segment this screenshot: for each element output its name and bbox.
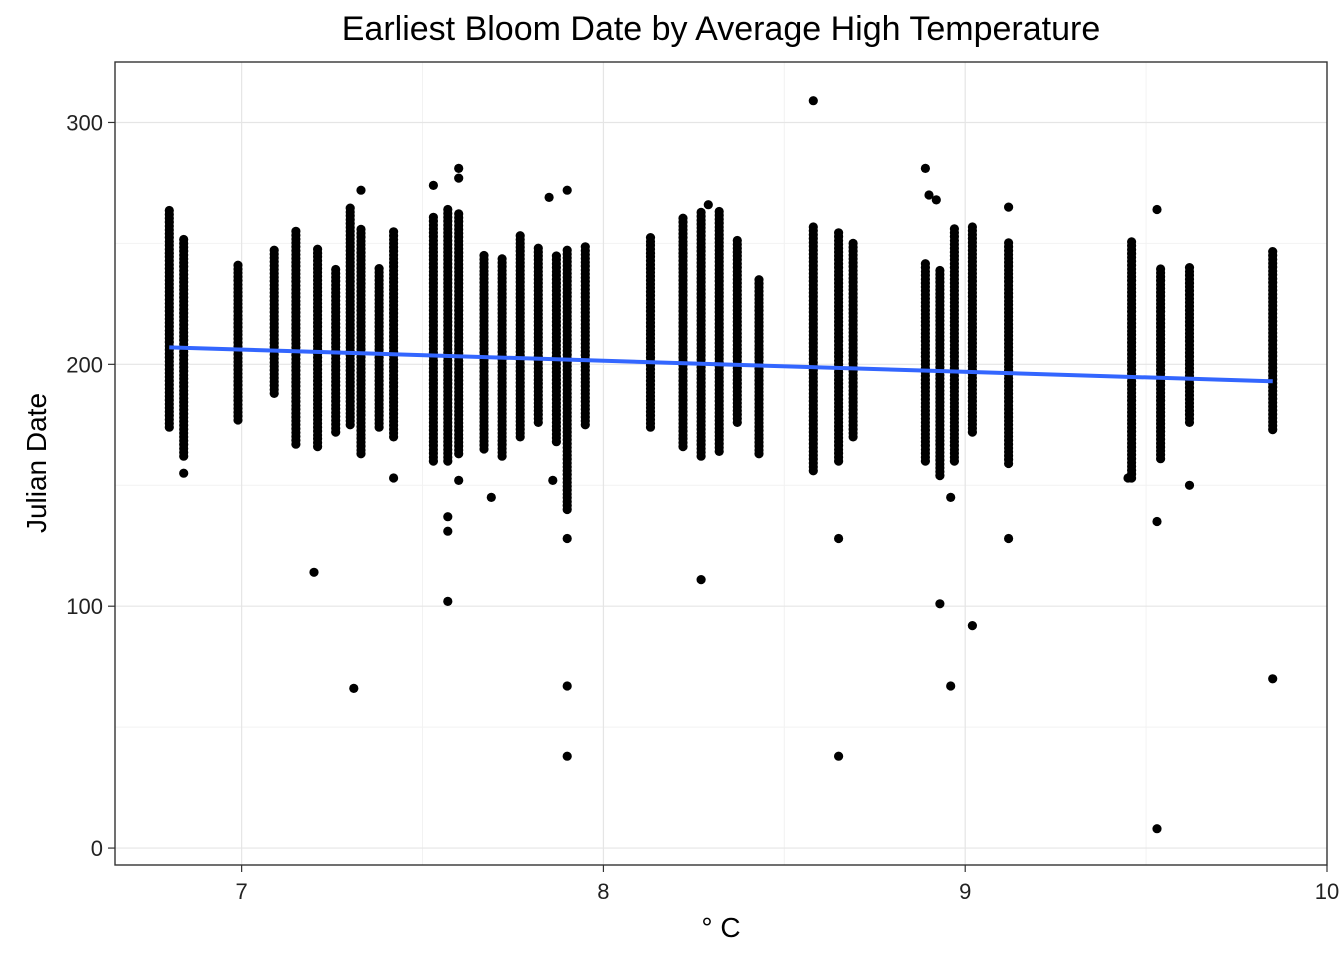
x-axis-title: ° C [701, 912, 740, 943]
data-point [356, 185, 366, 195]
data-point [443, 512, 453, 522]
data-point [313, 244, 323, 254]
data-point [454, 163, 464, 173]
data-point [179, 468, 189, 478]
data-point [164, 205, 174, 216]
data-point [1152, 824, 1162, 834]
data-point [920, 259, 931, 269]
data-point [544, 192, 554, 202]
data-point [454, 209, 464, 219]
data-point [389, 473, 399, 483]
data-point [696, 207, 706, 217]
x-tick-label: 10 [1315, 879, 1339, 904]
data-point [562, 245, 572, 255]
data-point [533, 243, 543, 253]
data-point [1123, 473, 1133, 483]
data-point [515, 231, 525, 241]
data-point [331, 264, 341, 275]
data-point [714, 206, 724, 217]
data-point [1004, 533, 1014, 544]
data-point [1184, 263, 1195, 273]
data-point [428, 212, 438, 222]
data-point [443, 204, 453, 215]
data-point [967, 222, 978, 232]
data-point [946, 681, 956, 691]
data-point [946, 492, 956, 502]
data-point [967, 621, 978, 631]
chart-title: Earliest Bloom Date by Average High Temp… [341, 10, 1101, 48]
data-point [1004, 238, 1014, 248]
data-point [754, 275, 764, 285]
data-point [1004, 202, 1014, 212]
data-point [233, 260, 243, 270]
gridlines [115, 62, 1327, 865]
data-point [696, 575, 706, 585]
data-point [1268, 247, 1278, 257]
data-point [356, 224, 366, 234]
data-point [1268, 674, 1278, 684]
y-tick-label: 300 [66, 110, 103, 135]
plot-panel [115, 62, 1327, 865]
trend-line [169, 345, 1273, 384]
trend-line-layer [169, 345, 1273, 384]
data-point [179, 234, 189, 245]
data-point [808, 222, 818, 232]
data-point [443, 526, 453, 536]
y-tick-label: 100 [66, 594, 103, 619]
data-point [949, 224, 960, 234]
data-point [1156, 264, 1166, 274]
data-point [834, 533, 844, 544]
data-point [389, 227, 399, 237]
data-point [454, 475, 464, 485]
data-point [269, 245, 279, 255]
data-point [443, 596, 453, 607]
data-point [562, 751, 572, 761]
data-point [562, 185, 572, 195]
data-point [1152, 204, 1162, 215]
data-point [486, 492, 496, 502]
data-point [479, 250, 489, 261]
x-tick-label: 9 [959, 879, 971, 904]
data-point [920, 163, 931, 173]
data-point [580, 242, 590, 252]
data-point [848, 238, 858, 248]
data-point [732, 235, 742, 246]
data-point [349, 683, 359, 694]
y-axis-title: Julian Date [21, 393, 52, 533]
data-point [1184, 480, 1195, 490]
data-point [808, 96, 818, 106]
data-point [678, 213, 688, 223]
data-point [1127, 237, 1137, 247]
data-point [345, 203, 355, 213]
data-point [645, 233, 656, 243]
data-point [931, 195, 941, 205]
data-point [1152, 516, 1162, 527]
data-point [374, 264, 384, 274]
data-point [834, 751, 844, 761]
data-point [935, 599, 945, 609]
data-point [428, 180, 438, 190]
data-point [562, 533, 572, 544]
x-tick-label: 7 [236, 879, 248, 904]
data-point [703, 200, 713, 210]
data-point [551, 251, 562, 261]
data-point [924, 190, 934, 200]
x-tick-label: 8 [597, 879, 609, 904]
data-point [309, 567, 319, 577]
data-point [497, 254, 507, 264]
data-point [548, 475, 558, 485]
data-point [834, 228, 844, 238]
data-point [562, 681, 572, 691]
plot-border [114, 61, 1328, 866]
data-points [164, 96, 1278, 834]
data-point [935, 265, 945, 276]
y-tick-label: 0 [91, 836, 103, 861]
data-point [291, 226, 301, 236]
data-point [454, 173, 464, 183]
y-tick-label: 200 [66, 352, 103, 377]
